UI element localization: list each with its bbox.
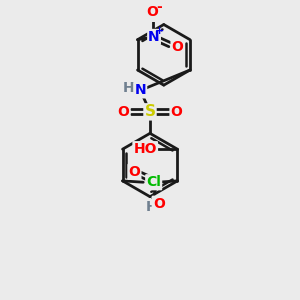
Text: O: O — [118, 105, 130, 119]
Text: S: S — [145, 104, 155, 119]
Text: O: O — [147, 5, 159, 19]
Text: Cl: Cl — [146, 175, 161, 189]
Text: O: O — [153, 197, 165, 211]
Text: H: H — [146, 200, 157, 214]
Text: O: O — [128, 165, 140, 179]
Text: H: H — [123, 81, 135, 95]
Text: N: N — [148, 30, 160, 44]
Text: N: N — [134, 83, 146, 98]
Text: +: + — [155, 26, 164, 36]
Text: O: O — [172, 40, 183, 54]
Text: -: - — [157, 1, 162, 14]
Text: HO: HO — [134, 142, 157, 156]
Text: O: O — [170, 105, 182, 119]
